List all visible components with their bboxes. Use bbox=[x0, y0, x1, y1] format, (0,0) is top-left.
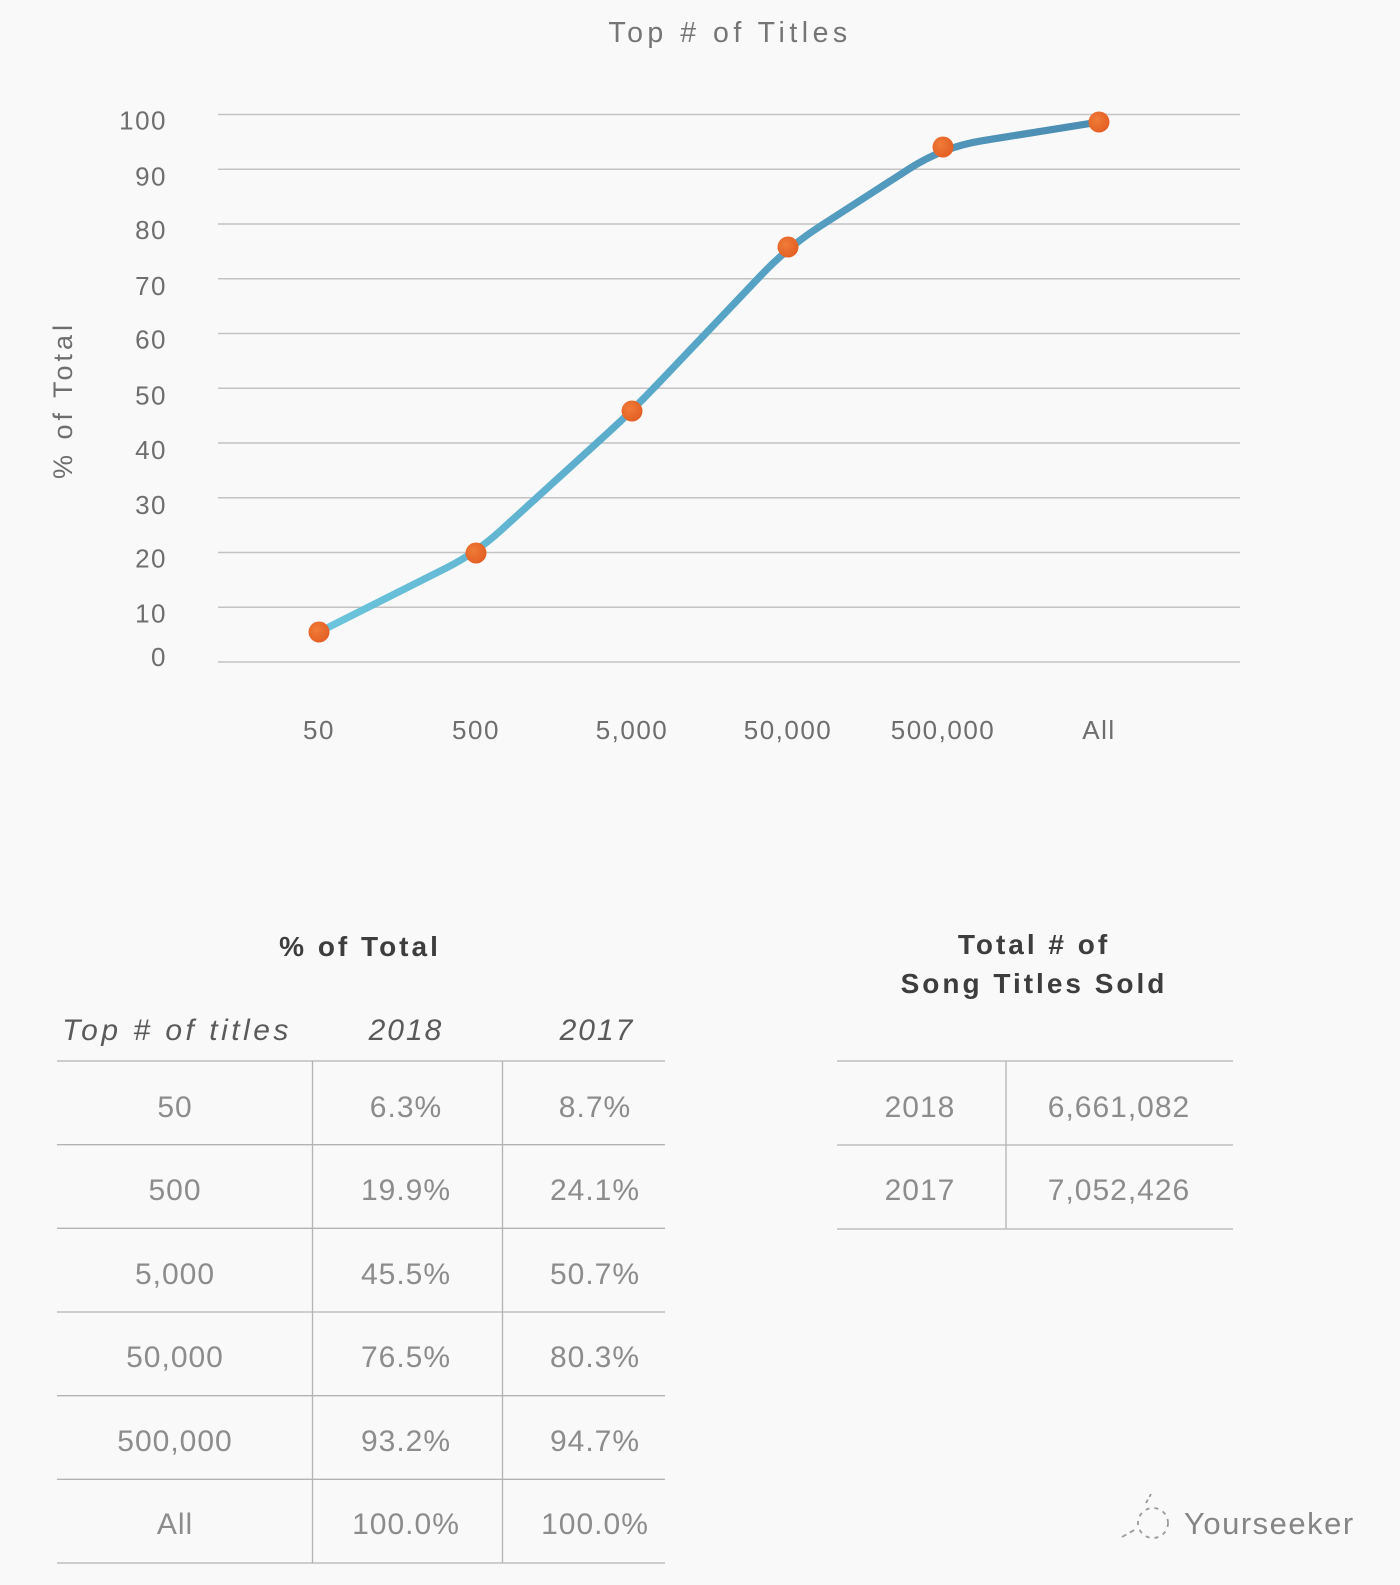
svg-text:Yourseeker: Yourseeker bbox=[1184, 1506, 1355, 1541]
svg-text:20: 20 bbox=[135, 544, 167, 574]
svg-text:10: 10 bbox=[135, 598, 167, 628]
svg-text:Top # of titles: Top # of titles bbox=[62, 1014, 292, 1047]
svg-text:Total # of: Total # of bbox=[958, 929, 1110, 960]
svg-text:500: 500 bbox=[148, 1174, 201, 1207]
svg-text:30: 30 bbox=[135, 490, 167, 520]
svg-text:500: 500 bbox=[452, 715, 500, 745]
svg-text:93.2%: 93.2% bbox=[361, 1425, 451, 1458]
svg-text:2017: 2017 bbox=[885, 1174, 956, 1207]
svg-text:80: 80 bbox=[135, 215, 167, 245]
svg-text:24.1%: 24.1% bbox=[550, 1174, 640, 1207]
svg-text:45.5%: 45.5% bbox=[361, 1258, 451, 1291]
svg-text:50: 50 bbox=[135, 380, 167, 410]
svg-text:2018: 2018 bbox=[885, 1091, 956, 1124]
svg-text:All: All bbox=[157, 1508, 193, 1541]
svg-text:5,000: 5,000 bbox=[596, 715, 669, 745]
svg-text:6,661,082: 6,661,082 bbox=[1048, 1091, 1190, 1124]
svg-text:100.0%: 100.0% bbox=[352, 1508, 460, 1541]
svg-text:50: 50 bbox=[157, 1091, 192, 1124]
svg-text:76.5%: 76.5% bbox=[361, 1341, 451, 1374]
svg-text:40: 40 bbox=[135, 435, 167, 465]
svg-text:500,000: 500,000 bbox=[117, 1425, 232, 1458]
svg-text:Song Titles Sold: Song Titles Sold bbox=[901, 968, 1168, 999]
svg-text:8.7%: 8.7% bbox=[559, 1091, 631, 1124]
svg-text:% of Total: % of Total bbox=[48, 321, 78, 479]
svg-text:2017: 2017 bbox=[559, 1014, 635, 1047]
svg-text:7,052,426: 7,052,426 bbox=[1048, 1174, 1190, 1207]
svg-text:6.3%: 6.3% bbox=[370, 1091, 442, 1124]
svg-text:% of Total: % of Total bbox=[279, 931, 441, 962]
svg-text:19.9%: 19.9% bbox=[361, 1174, 451, 1207]
svg-text:All: All bbox=[1082, 715, 1115, 745]
svg-text:50,000: 50,000 bbox=[126, 1341, 224, 1374]
svg-text:5,000: 5,000 bbox=[135, 1258, 215, 1291]
svg-text:80.3%: 80.3% bbox=[550, 1341, 640, 1374]
svg-text:Top # of Titles: Top # of Titles bbox=[608, 17, 851, 49]
svg-text:500,000: 500,000 bbox=[891, 715, 995, 745]
svg-text:0: 0 bbox=[151, 642, 167, 672]
svg-text:50,000: 50,000 bbox=[744, 715, 833, 745]
svg-text:100: 100 bbox=[119, 106, 167, 136]
svg-text:94.7%: 94.7% bbox=[550, 1425, 640, 1458]
svg-text:70: 70 bbox=[135, 271, 167, 301]
svg-text:2018: 2018 bbox=[368, 1014, 444, 1047]
svg-text:50: 50 bbox=[303, 715, 335, 745]
svg-text:90: 90 bbox=[135, 161, 167, 191]
svg-text:60: 60 bbox=[135, 325, 167, 355]
svg-text:100.0%: 100.0% bbox=[541, 1508, 649, 1541]
svg-text:50.7%: 50.7% bbox=[550, 1258, 640, 1291]
